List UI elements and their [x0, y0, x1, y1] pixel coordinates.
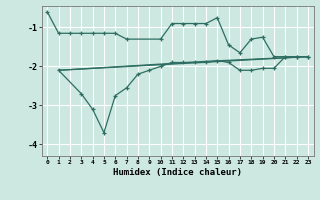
X-axis label: Humidex (Indice chaleur): Humidex (Indice chaleur) [113, 168, 242, 177]
